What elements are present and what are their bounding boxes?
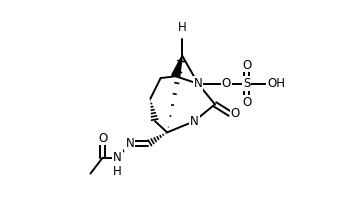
Text: N: N	[113, 151, 122, 164]
Text: N: N	[125, 137, 134, 150]
Text: O: O	[98, 132, 107, 144]
Text: O: O	[242, 96, 251, 109]
Text: H: H	[178, 21, 187, 34]
Text: O: O	[222, 77, 231, 90]
Text: S: S	[243, 77, 251, 90]
Text: O: O	[231, 107, 240, 120]
Text: N: N	[190, 115, 199, 128]
Polygon shape	[172, 56, 182, 77]
Text: N: N	[194, 77, 202, 90]
Text: OH: OH	[267, 77, 285, 90]
Text: O: O	[242, 58, 251, 71]
Text: H: H	[113, 165, 122, 178]
